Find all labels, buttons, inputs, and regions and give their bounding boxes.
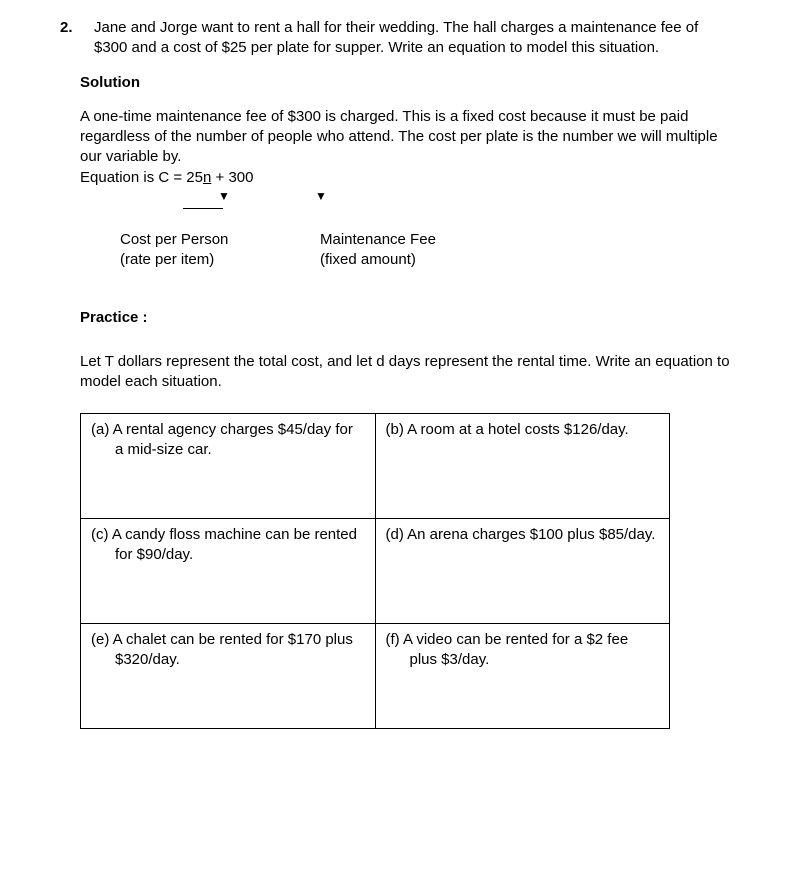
practice-cell-e: (e) A chalet can be rented for $170 plus…	[81, 623, 376, 728]
practice-table: (a) A rental agency charges $45/day for …	[80, 413, 670, 729]
practice-intro: Let T dollars represent the total cost, …	[80, 352, 730, 393]
question-text: Jane and Jorge want to rent a hall for t…	[94, 18, 730, 59]
label-maintenance-fee: Maintenance Fee (fixed amount)	[320, 230, 436, 271]
solution-body: A one-time maintenance fee of $300 is ch…	[80, 107, 730, 188]
arrow-down-icon: ▼	[315, 188, 327, 204]
practice-cell-a: (a) A rental agency charges $45/day for …	[81, 413, 376, 518]
practice-item: (c) A candy floss machine can be rented …	[91, 525, 365, 566]
label-line: (fixed amount)	[320, 251, 416, 268]
practice-item: (f) A video can be rented for a $2 fee p…	[386, 630, 660, 671]
equation-prefix: Equation is C = 25	[80, 169, 203, 186]
arrow-down-icon: ▼	[218, 188, 230, 204]
label-line: Maintenance Fee	[320, 231, 436, 248]
practice-item: (e) A chalet can be rented for $170 plus…	[91, 630, 365, 671]
practice-item: (d) An arena charges $100 plus $85/day.	[386, 525, 660, 545]
equation-suffix: + 300	[211, 169, 253, 186]
question-number: 2.	[60, 18, 94, 59]
practice-cell-d: (d) An arena charges $100 plus $85/day.	[375, 518, 670, 623]
practice-cell-f: (f) A video can be rented for a $2 fee p…	[375, 623, 670, 728]
practice-cell-c: (c) A candy floss machine can be rented …	[81, 518, 376, 623]
practice-item: (b) A room at a hotel costs $126/day.	[386, 420, 660, 440]
solution-heading: Solution	[80, 73, 730, 93]
connector-line	[183, 208, 223, 209]
label-cost-per-person: Cost per Person (rate per item)	[120, 230, 228, 271]
solution-text: A one-time maintenance fee of $300 is ch…	[80, 108, 718, 166]
question-block: 2. Jane and Jorge want to rent a hall fo…	[60, 18, 730, 59]
practice-heading: Practice :	[80, 308, 730, 328]
equation-diagram: ▼ ▼ Cost per Person (rate per item) Main…	[80, 188, 730, 278]
label-line: (rate per item)	[120, 251, 214, 268]
practice-item: (a) A rental agency charges $45/day for …	[91, 420, 365, 461]
practice-cell-b: (b) A room at a hotel costs $126/day.	[375, 413, 670, 518]
label-line: Cost per Person	[120, 231, 228, 248]
